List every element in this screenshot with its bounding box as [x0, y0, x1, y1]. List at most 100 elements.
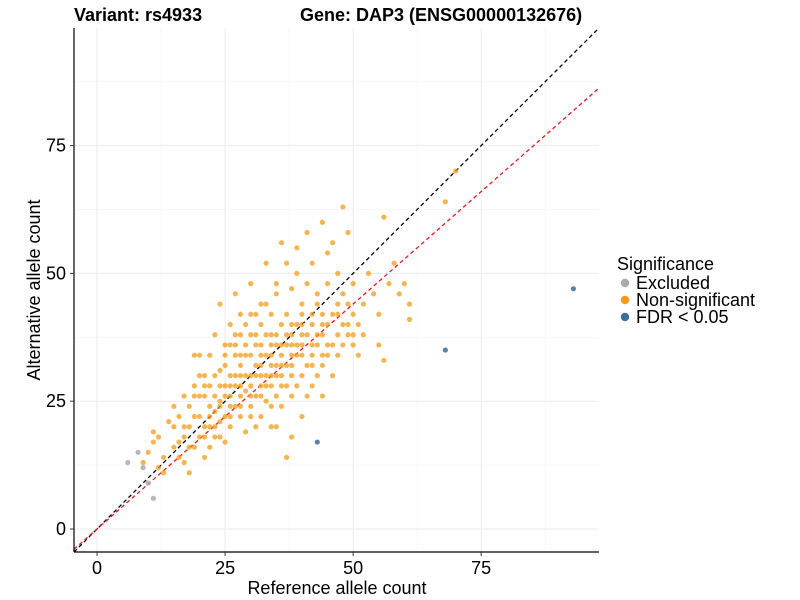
point-non-significant [253, 373, 259, 379]
point-non-significant [181, 424, 187, 430]
point-non-significant [217, 419, 223, 425]
point-non-significant [212, 408, 218, 415]
point-non-significant [176, 454, 182, 461]
point-non-significant [278, 342, 285, 348]
legend-swatch-fdr-0-05 [620, 312, 630, 322]
point-non-significant [196, 352, 203, 358]
reference-line-fitted [73, 87, 600, 550]
legend-label-excluded: Excluded [636, 273, 710, 293]
point-non-significant [319, 332, 326, 338]
point-non-significant [186, 403, 192, 409]
point-non-significant [335, 352, 341, 358]
point-non-significant [283, 260, 290, 266]
point-non-significant [294, 245, 300, 251]
point-non-significant [335, 311, 341, 317]
point-non-significant [273, 281, 279, 287]
legend-swatch-excluded [620, 278, 630, 288]
point-non-significant [248, 332, 254, 338]
point-non-significant [176, 439, 182, 445]
point-non-significant [217, 301, 223, 307]
point-non-significant [150, 429, 156, 435]
point-non-significant [217, 367, 223, 374]
point-non-significant [227, 373, 233, 379]
point-non-significant [263, 352, 269, 358]
y-axis-ticks: 0 25 50 75 [46, 136, 74, 539]
point-non-significant [442, 199, 448, 205]
point-non-significant [335, 301, 341, 307]
point-non-significant [140, 459, 146, 466]
point-non-significant [309, 321, 315, 328]
point-non-significant [248, 311, 254, 317]
point-non-significant [263, 383, 269, 389]
point-non-significant [196, 413, 203, 420]
point-non-significant [376, 342, 382, 348]
point-non-significant [263, 260, 269, 266]
point-non-significant [258, 342, 264, 348]
point-non-significant [217, 403, 223, 409]
point-non-significant [283, 383, 290, 389]
point-non-significant [289, 362, 295, 369]
point-non-significant [314, 301, 320, 307]
point-non-significant [212, 332, 218, 338]
point-non-significant [304, 229, 310, 236]
point-non-significant [452, 168, 459, 174]
point-non-significant [319, 362, 326, 369]
point-non-significant [283, 332, 290, 338]
point-non-significant [381, 357, 387, 363]
point-non-significant [304, 281, 310, 287]
point-non-significant [299, 311, 305, 317]
point-non-significant [309, 362, 315, 369]
point-non-significant [227, 342, 233, 348]
point-non-significant [401, 281, 407, 287]
x-axis-ticks: 0 25 50 75 [92, 552, 491, 578]
point-non-significant [196, 373, 203, 379]
point-non-significant [268, 311, 274, 317]
point-non-significant [268, 332, 274, 338]
point-non-significant [273, 424, 279, 430]
point-non-significant [248, 352, 254, 358]
point-non-significant [324, 250, 331, 256]
point-non-significant [242, 429, 249, 435]
point-non-significant [319, 352, 326, 358]
point-non-significant [319, 311, 326, 317]
point-non-significant [222, 352, 228, 358]
point-non-significant [248, 393, 254, 399]
point-non-significant [248, 403, 254, 409]
point-non-significant [350, 311, 356, 317]
point-non-significant [222, 439, 228, 445]
point-non-significant [350, 281, 356, 287]
point-non-significant [330, 240, 336, 246]
point-non-significant [283, 454, 290, 461]
point-non-significant [232, 403, 238, 409]
point-non-significant [330, 342, 336, 348]
point-non-significant [242, 352, 249, 358]
x-axis-label: Reference allele count [247, 578, 426, 598]
point-non-significant [207, 403, 213, 409]
point-non-significant [289, 286, 295, 292]
point-non-significant [232, 373, 238, 379]
point-non-significant [381, 214, 387, 220]
point-excluded [140, 465, 146, 471]
point-non-significant [202, 383, 208, 389]
point-non-significant [319, 219, 326, 225]
point-non-significant [376, 311, 382, 317]
point-non-significant [365, 270, 372, 276]
point-non-significant [186, 444, 192, 450]
point-non-significant [345, 229, 351, 236]
point-non-significant [222, 342, 228, 348]
point-non-significant [278, 403, 285, 409]
point-non-significant [232, 352, 238, 358]
point-fdr-0-05 [442, 347, 448, 353]
point-non-significant [309, 260, 315, 266]
point-non-significant [227, 413, 233, 420]
point-non-significant [335, 270, 341, 276]
y-tick-label: 25 [46, 391, 66, 411]
data-points [125, 168, 576, 501]
point-non-significant [258, 301, 264, 307]
point-non-significant [253, 342, 259, 348]
legend-label-non-significant: Non-significant [636, 290, 755, 310]
point-excluded [145, 480, 151, 486]
point-non-significant [237, 413, 244, 420]
point-non-significant [248, 281, 254, 287]
point-non-significant [202, 373, 208, 379]
